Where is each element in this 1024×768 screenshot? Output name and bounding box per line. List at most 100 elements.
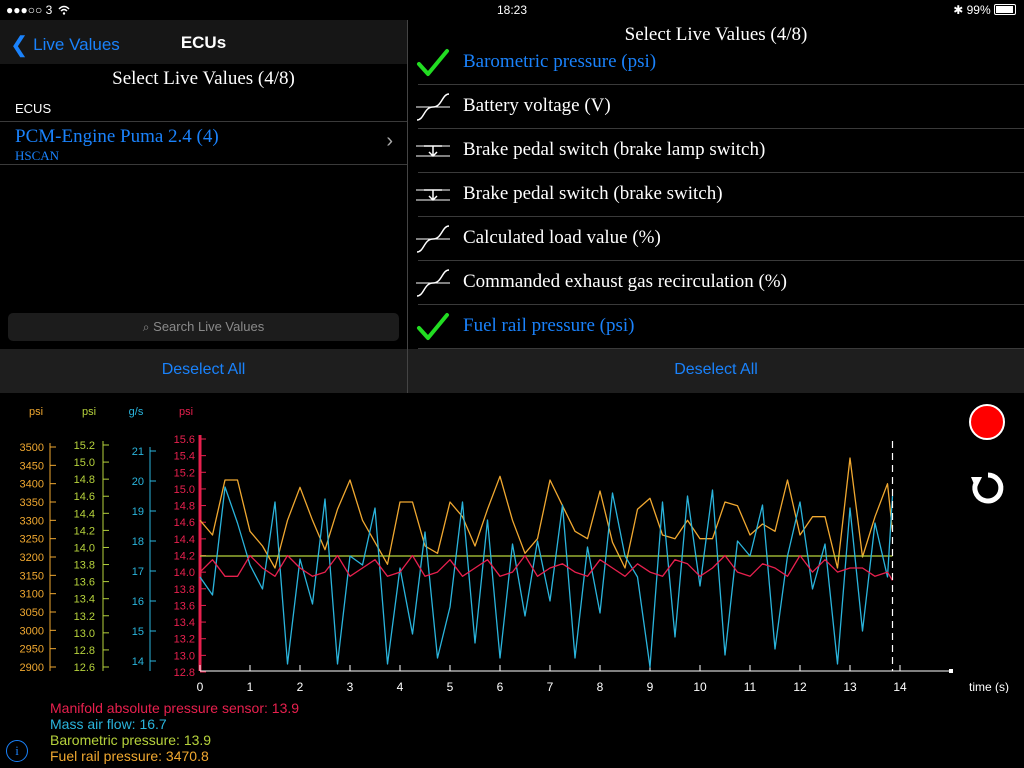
- divider: [418, 304, 1024, 305]
- analog-wave-icon: [416, 269, 450, 297]
- y-tick-label: 13.8: [174, 584, 195, 596]
- axis-unit-label: g/s: [129, 406, 144, 418]
- axis-unit-label: psi: [82, 406, 96, 418]
- live-value-label: Battery voltage (V): [463, 95, 611, 116]
- divider: [418, 172, 1024, 173]
- y-tick-label: 3050: [20, 607, 44, 619]
- y-tick-label: 19: [132, 506, 144, 518]
- x-tick-label: 11: [744, 680, 757, 693]
- info-icon[interactable]: i: [6, 740, 28, 762]
- x-tick-label: 12: [793, 680, 807, 693]
- live-value-label: Fuel rail pressure (psi): [463, 315, 635, 336]
- divider: [418, 84, 1024, 85]
- y-tick-label: 13.4: [174, 617, 195, 629]
- y-tick-label: 3400: [20, 479, 44, 491]
- divider: [418, 128, 1024, 129]
- live-value-row[interactable]: Commanded exhaust gas recirculation (%): [408, 261, 1024, 305]
- analog-wave-icon: [416, 93, 450, 121]
- y-tick-label: 20: [132, 476, 144, 488]
- divider: [0, 121, 407, 122]
- x-axis-label: time (s): [969, 680, 1009, 693]
- chevron-left-icon: ❮: [10, 32, 29, 57]
- deselect-all-button[interactable]: Deselect All: [674, 361, 758, 378]
- deselect-all-button[interactable]: Deselect All: [161, 361, 246, 378]
- x-axis-end-marker: [949, 669, 953, 673]
- left-heading: Select Live Values (4/8): [112, 68, 295, 89]
- y-tick-label: 12.8: [74, 645, 95, 657]
- live-value-row[interactable]: Barometric pressure (psi): [408, 41, 1024, 85]
- legend-entry: Mass air flow: 16.7: [50, 716, 167, 732]
- y-tick-label: 15.4: [174, 451, 195, 463]
- y-tick-label: 3100: [20, 589, 44, 601]
- y-tick-label: 14.2: [174, 551, 195, 563]
- x-tick-label: 7: [547, 680, 554, 693]
- back-button-label: Live Values: [33, 35, 120, 54]
- series-line: [199, 457, 894, 569]
- x-tick-label: 1: [247, 680, 254, 693]
- y-tick-label: 12.8: [174, 667, 195, 679]
- y-tick-label: 3250: [20, 534, 44, 546]
- y-tick-label: 14.0: [174, 567, 195, 579]
- y-tick-label: 3200: [20, 552, 44, 564]
- axis-unit-label: psi: [179, 406, 193, 418]
- battery-status: ✱ 99%: [953, 3, 1016, 17]
- checkmark-icon: [417, 49, 449, 76]
- divider: [418, 216, 1024, 217]
- y-tick-label: 13.6: [74, 577, 95, 589]
- x-tick-label: 0: [197, 680, 204, 693]
- live-value-label: Calculated load value (%): [463, 227, 661, 248]
- section-header: ECUS: [15, 101, 52, 116]
- live-value-label: Brake pedal switch (brake lamp switch): [463, 139, 766, 160]
- y-tick-label: 15: [132, 626, 144, 638]
- y-tick-label: 14.2: [74, 525, 95, 537]
- y-tick-label: 13.2: [74, 611, 95, 623]
- reset-icon[interactable]: [969, 469, 1007, 507]
- bluetooth-icon: ✱: [953, 3, 964, 17]
- y-tick-label: 14.4: [74, 508, 95, 520]
- y-tick-label: 15.2: [74, 440, 95, 452]
- y-tick-label: 3300: [20, 515, 44, 527]
- right-toolbar: Deselect All: [408, 349, 1024, 393]
- x-tick-label: 10: [693, 680, 707, 693]
- live-value-row[interactable]: Brake pedal switch (brake lamp switch): [408, 129, 1024, 173]
- live-value-label: Brake pedal switch (brake switch): [463, 183, 723, 204]
- y-tick-label: 2950: [20, 644, 44, 656]
- x-tick-label: 8: [597, 680, 604, 693]
- nav-title: ECUs: [180, 33, 227, 52]
- y-tick-label: 13.2: [174, 634, 195, 646]
- live-value-label: Commanded exhaust gas recirculation (%): [463, 271, 787, 292]
- y-tick-label: 14.8: [74, 474, 95, 486]
- ecu-bus: HSCAN: [15, 148, 60, 163]
- search-input[interactable]: ⌕ Search Live Values: [8, 313, 399, 341]
- y-tick-label: 2900: [20, 662, 44, 674]
- live-values-pane: Select Live Values (4/8) Barometric pres…: [408, 20, 1024, 393]
- divider: [0, 164, 407, 165]
- y-tick-label: 13.6: [174, 600, 195, 612]
- live-value-row[interactable]: Battery voltage (V): [408, 85, 1024, 129]
- live-value-row[interactable]: Calculated load value (%): [408, 217, 1024, 261]
- x-tick-label: 2: [297, 680, 304, 693]
- back-button[interactable]: ❮ Live Values: [10, 32, 120, 58]
- carrier-signal: ●●●○○ 3: [6, 3, 53, 17]
- record-button[interactable]: [969, 404, 1005, 440]
- y-tick-label: 14.4: [174, 534, 195, 546]
- y-tick-label: 13.0: [174, 650, 195, 662]
- checkmark-icon: [417, 313, 449, 340]
- clock: 18:23: [496, 3, 528, 17]
- search-icon: ⌕: [142, 320, 150, 334]
- legend-entry: Manifold absolute pressure sensor: 13.9: [50, 700, 300, 716]
- x-tick-label: 6: [497, 680, 504, 693]
- y-tick-label: 3150: [20, 570, 44, 582]
- search-placeholder: Search Live Values: [153, 319, 265, 334]
- live-value-row[interactable]: Fuel rail pressure (psi): [408, 305, 1024, 349]
- live-value-row[interactable]: Brake pedal switch (brake switch): [408, 173, 1024, 217]
- y-tick-label: 21: [132, 446, 144, 458]
- live-values-chart[interactable]: psi3500345034003350330032503200315031003…: [0, 393, 1024, 693]
- ecu-list-item[interactable]: PCM-Engine Puma 2.4 (4) HSCAN ›: [0, 122, 407, 164]
- digital-switch-icon: [416, 145, 450, 158]
- y-tick-label: 14.8: [174, 501, 195, 513]
- live-value-label: Barometric pressure (psi): [463, 51, 657, 72]
- y-tick-label: 13.8: [74, 560, 95, 572]
- x-tick-label: 9: [647, 680, 654, 693]
- battery-percent: 99%: [966, 3, 991, 17]
